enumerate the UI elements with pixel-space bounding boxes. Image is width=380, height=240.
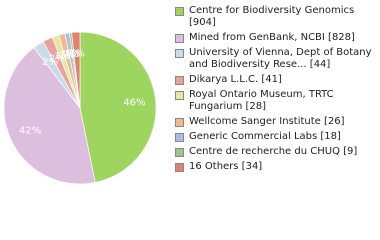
legend-item: Wellcome Sanger Institute [26] — [175, 116, 375, 128]
slice — [71, 31, 81, 109]
legend-swatch — [175, 49, 184, 58]
legend-swatch — [175, 91, 184, 100]
legend-item: Dikarya L.L.C. [41] — [175, 74, 375, 86]
legend-label: Centre for Biodiversity Genomics [904] — [189, 5, 355, 28]
legend-item: Centre for Biodiversity Genomics [904] — [175, 5, 375, 29]
legend-item: Centre de recherche du CHUQ [9] — [175, 146, 375, 158]
legend-swatch — [175, 34, 184, 43]
slice-label: 1% — [54, 51, 70, 62]
legend-item: 16 Others [34] — [175, 161, 375, 173]
slice-label: 0% — [65, 49, 81, 60]
slice-label: 1% — [59, 50, 75, 61]
legend-label: Generic Commercial Labs [18] — [189, 131, 341, 142]
legend-label: 16 Others [34] — [189, 161, 263, 172]
legend-label: Wellcome Sanger Institute [26] — [189, 116, 345, 127]
legend: Centre for Biodiversity Genomics [904] Mi… — [175, 5, 375, 176]
legend-item: University of Vienna, Dept of Botany and… — [175, 47, 375, 71]
slice-label: 0% — [63, 49, 79, 60]
legend-swatch — [175, 133, 184, 142]
slice-label: 46% — [123, 97, 145, 108]
legend-label: Centre de recherche du CHUQ [9] — [189, 146, 358, 157]
slice-label: 42% — [19, 126, 41, 137]
legend-label: Dikarya L.L.C. [41] — [189, 74, 282, 85]
slice — [3, 47, 96, 185]
legend-label: Mined from GenBank, NCBI [828] — [189, 32, 355, 43]
pie: 46%42%2%2%1%1%0%0%1% — [3, 31, 157, 185]
slice-label: 2% — [49, 54, 65, 65]
slice-label: 2% — [42, 57, 58, 68]
legend-swatch — [175, 163, 184, 172]
legend-swatch — [175, 76, 184, 85]
legend-swatch — [175, 7, 184, 16]
legend-label: Royal Ontario Museum, TRTC Fungarium [28… — [189, 89, 334, 112]
legend-label: University of Vienna, Dept of Botany and… — [189, 47, 372, 70]
legend-swatch — [175, 148, 184, 157]
slice-label: 1% — [69, 48, 85, 59]
slice — [79, 31, 157, 183]
legend-swatch — [175, 118, 184, 127]
legend-item: Royal Ontario Museum, TRTC Fungarium [28… — [175, 89, 375, 113]
legend-item: Mined from GenBank, NCBI [828] — [175, 32, 375, 44]
legend-item: Generic Commercial Labs [18] — [175, 131, 375, 143]
